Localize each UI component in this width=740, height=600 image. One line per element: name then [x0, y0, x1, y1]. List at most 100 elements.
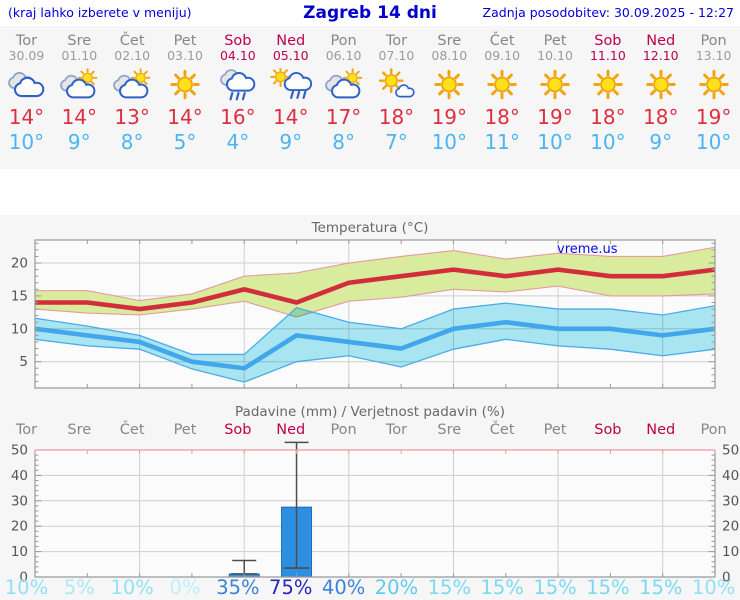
precip-day-label: Pon: [330, 422, 357, 438]
svg-text:20: 20: [722, 519, 739, 535]
mostly-sunny-icon: [370, 68, 423, 105]
day-date: 01.10: [61, 48, 98, 63]
day-date: 11.10: [589, 48, 626, 63]
precip-probability: 0%: [169, 576, 201, 599]
svg-text:10: 10: [11, 321, 28, 337]
day-name: Čet: [489, 33, 515, 49]
max-temperature: 14°: [61, 105, 98, 129]
sunny-icon: [581, 68, 634, 105]
day-date: 02.10: [114, 48, 151, 63]
precip-day-label: Ned: [276, 422, 306, 438]
day-column: Pon 06.10 17° 8°: [317, 26, 370, 169]
partly-icon: [53, 68, 106, 105]
watermark-link[interactable]: vreme.us: [557, 242, 618, 257]
svg-text:30: 30: [722, 493, 739, 509]
precip-probability: 15%: [639, 576, 683, 599]
day-date: 08.10: [431, 48, 468, 63]
min-temperature: 10°: [537, 130, 573, 154]
max-temperature: 18°: [378, 105, 415, 129]
day-column: Sre 08.10 19° 10°: [423, 26, 476, 169]
min-temperature: 10°: [695, 130, 732, 154]
forecast-strip: Tor 30.09 14° 10° Sre 01.10 14° 9° Čet 0…: [0, 26, 740, 169]
svg-text:20: 20: [11, 256, 28, 272]
day-date: 30.09: [8, 48, 45, 63]
day-name: Sob: [224, 33, 252, 49]
precip-day-label: Ned: [646, 422, 676, 438]
precip-probability: 40%: [321, 576, 366, 599]
max-temperature: 13°: [114, 105, 150, 129]
day-date: 10.10: [537, 48, 573, 63]
day-name: Sre: [67, 33, 92, 49]
svg-text:30: 30: [11, 493, 28, 509]
precip-probability: 10%: [691, 576, 736, 599]
day-name: Tor: [15, 33, 38, 49]
precip-probability-row: 10% 5% 10% 0% 35% 75% 40% 20% 15% 15% 15% 15% 15% 10%: [0, 577, 740, 599]
min-temperature: 11°: [484, 130, 520, 154]
day-date: 07.10: [378, 48, 415, 63]
chart-region: Temperatura (°C) 5 10 15 20 vreme.us Padavi…: [0, 215, 740, 600]
temp-chart: 5 10 15 20: [11, 239, 716, 389]
precip-probability: 10%: [110, 576, 154, 599]
precip-day-label: Tor: [385, 422, 408, 438]
day-date: 13.10: [695, 48, 732, 63]
precip-day-label: Sre: [437, 422, 462, 438]
svg-text:0: 0: [722, 570, 731, 586]
min-temperature: 8°: [332, 130, 355, 154]
svg-text:5: 5: [19, 354, 28, 370]
precip-probability: 20%: [374, 576, 419, 599]
precip-day-label: Pet: [173, 422, 197, 438]
sunny-icon: [423, 68, 476, 105]
day-name: Pon: [700, 33, 727, 49]
max-temperature: 18°: [590, 105, 626, 129]
sunny-icon: [634, 68, 687, 105]
precip-probability: 15%: [586, 576, 630, 599]
precip-day-label: Tor: [15, 422, 38, 438]
precip-day-label: Pet: [543, 422, 567, 438]
max-temperature: 18°: [643, 105, 679, 129]
max-temperature: 17°: [325, 105, 362, 129]
max-temperature: 14°: [273, 105, 309, 129]
precip-day-labels: Tor Sre Čet Pet Sob Ned Pon Tor Sre Čet Pet Sob Ned P…: [0, 422, 740, 438]
max-temperature: 16°: [220, 105, 256, 129]
svg-text:50: 50: [722, 443, 739, 459]
day-date: 12.10: [642, 48, 679, 63]
precip-probability: 35%: [216, 576, 260, 599]
day-column: Tor 07.10 18° 7°: [370, 26, 423, 169]
day-name: Sre: [437, 33, 462, 49]
max-temperature: 19°: [431, 105, 468, 129]
min-temperature: 10°: [8, 130, 45, 154]
day-column: Pet 10.10 19° 10°: [529, 26, 582, 169]
day-column: Čet 02.10 13° 8°: [106, 26, 159, 169]
day-name: Pon: [330, 33, 357, 49]
precip-day-label: Čet: [489, 422, 515, 438]
day-column: Ned 05.10 14° 9°: [264, 26, 317, 169]
day-date: 04.10: [219, 48, 256, 63]
day-column: Pet 03.10 14° 5°: [159, 26, 212, 169]
day-column: Sob 11.10 18° 10°: [581, 26, 634, 169]
sun-rain-icon: [264, 68, 317, 105]
day-column: Tor 30.09 14° 10°: [0, 26, 53, 169]
svg-text:15: 15: [11, 288, 28, 304]
cloudy-icon: [0, 68, 53, 105]
svg-text:10: 10: [11, 544, 28, 560]
max-temperature: 19°: [695, 105, 732, 129]
precip-probability: 10%: [4, 576, 49, 599]
day-name: Pet: [543, 33, 567, 49]
sunny-icon: [687, 68, 740, 105]
svg-text:0: 0: [19, 570, 28, 586]
rain-icon: [211, 68, 264, 105]
partly-icon: [106, 68, 159, 105]
day-name: Sob: [594, 33, 622, 49]
day-date: 09.10: [484, 48, 521, 63]
min-temperature: 7°: [385, 130, 408, 154]
partly-icon: [317, 68, 370, 105]
day-date: 06.10: [325, 48, 362, 63]
sunny-icon: [529, 68, 582, 105]
day-name: Tor: [385, 33, 408, 49]
max-temperature: 19°: [537, 105, 573, 129]
precip-probability: 15%: [427, 576, 471, 599]
sunny-icon: [159, 68, 212, 105]
temp-chart-title: Temperatura (°C): [311, 220, 429, 236]
svg-text:10: 10: [722, 544, 739, 560]
